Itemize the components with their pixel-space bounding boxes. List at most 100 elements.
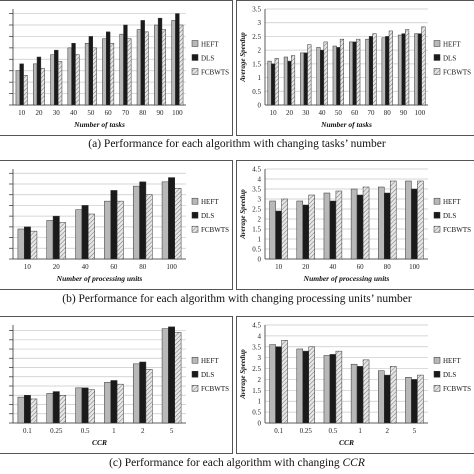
bar-fcbwts-0.25 [308, 346, 315, 424]
x-axis-label: CCR [339, 438, 354, 447]
x-tick-label: 0.1 [23, 427, 32, 435]
bar-fcbwts-40 [323, 41, 328, 106]
bar-dls-60 [356, 194, 364, 260]
bar-dls-0.5 [81, 387, 89, 424]
y-tick-label: 3 [258, 196, 262, 204]
x-tick-label: 2 [386, 427, 390, 435]
x-tick-label: 60 [110, 263, 118, 271]
x-tick-label: 40 [319, 109, 327, 117]
y-tick-label: 4.5 [252, 166, 261, 174]
bar-heft-60 [350, 188, 358, 260]
bar-fcbwts-5 [174, 332, 182, 424]
bar-dls-80 [139, 181, 147, 260]
bar-heft-90 [154, 24, 159, 106]
y-tick-label: 1 [258, 74, 262, 82]
legend-swatch-dls [191, 211, 199, 219]
bar-fcbwts-10 [30, 230, 38, 260]
bar-dls-100 [417, 33, 422, 106]
bar-dls-1 [110, 380, 118, 424]
bar-fcbwts-90 [405, 29, 410, 106]
x-tick-label: 20 [35, 109, 43, 117]
bar-heft-70 [119, 33, 124, 106]
bar-fcbwts-0.1 [281, 339, 288, 424]
bar-dls-5 [168, 326, 176, 424]
x-tick-label: 10 [270, 109, 278, 117]
y-tick-label: 0.5 [252, 409, 261, 417]
bar-heft-70 [365, 38, 370, 106]
bar-heft-50 [332, 45, 337, 106]
y-tick-label: 3.5 [252, 186, 261, 194]
x-tick-label: 80 [139, 263, 147, 271]
bar-heft-100 [414, 33, 419, 106]
y-tick-label: 0.5 [252, 88, 261, 96]
caption-a: (a) Performance for each algorithm with … [0, 138, 474, 150]
bar-fcbwts-100 [174, 188, 182, 260]
bar-heft-10 [267, 60, 272, 106]
x-tick-label: 80 [139, 109, 147, 117]
bar-heft-60 [104, 200, 111, 260]
bar-heft-1 [350, 363, 358, 424]
bar-fcbwts-10 [281, 198, 288, 260]
x-tick-label: 100 [166, 263, 177, 271]
bar-fcbwts-80 [144, 31, 149, 106]
y-tick-label: 2.5 [252, 33, 261, 41]
bar-fcbwts-80 [388, 30, 393, 106]
bar-dls-50 [88, 36, 94, 106]
y-tick-label: 4.5 [252, 322, 261, 330]
x-tick-label: 90 [157, 109, 165, 117]
y-tick-label: 4 [258, 176, 262, 184]
x-tick-label: 70 [122, 109, 130, 117]
bar-dls-60 [105, 31, 111, 106]
bar-heft-1 [104, 382, 111, 424]
bar-fcbwts-40 [88, 213, 95, 260]
chart-panel-b-right: 0 0.5 1 1.5 2 2.5 3 3.5 4 4.5 Average Speedup 10 20 4… [236, 160, 474, 290]
legend-label-fcbwts: FCBWTS [201, 68, 229, 76]
legend-swatch-dls [433, 211, 441, 219]
bar-fcbwts-60 [356, 38, 361, 106]
bar-fcbwts-0.25 [59, 395, 67, 424]
x-tick-label: 100 [172, 109, 183, 117]
caption-c: (c) Performance for each algorithm with … [0, 457, 474, 469]
bar-fcbwts-10 [23, 75, 28, 106]
legend-swatch-fcbwts [433, 68, 441, 75]
chart-a-right: 0 0.5 1 1.5 2 2.5 3 3.5 Average Speedup 10 20 30 40 5… [239, 6, 471, 130]
bar-fcbwts-100 [421, 26, 426, 106]
legend-label-fcbwts: FCBWTS [201, 226, 229, 234]
x-tick-label: 1 [358, 427, 362, 435]
chart-c-right: 0 0.5 1 1.5 2 2.5 3 3.5 4 4.5 Average Speedup 0.1 0.… [239, 322, 471, 448]
y-tick-label: 3.5 [252, 6, 261, 14]
bar-fcbwts-40 [335, 190, 343, 260]
legend-swatch-heft [191, 197, 199, 205]
bar-fcbwts-80 [389, 180, 397, 260]
bar-dls-10 [19, 63, 24, 106]
x-tick-label: 0.25 [50, 427, 63, 435]
bar-dls-60 [352, 41, 357, 106]
legend-label-fcbwts: FCBWTS [201, 385, 229, 393]
bar-heft-40 [316, 47, 321, 106]
bar-heft-50 [84, 43, 90, 106]
bar-dls-40 [329, 200, 337, 260]
legend-label-heft: HEFT [443, 40, 461, 48]
legend-label-dls: DLS [443, 371, 456, 379]
y-tick-label: 2 [258, 47, 262, 55]
bar-heft-60 [102, 38, 107, 106]
bar-dls-20 [52, 215, 60, 260]
bar-heft-40 [323, 192, 331, 260]
legend-swatch-heft [433, 40, 441, 47]
y-tick-label: 2.5 [252, 365, 261, 373]
bar-dls-5 [411, 379, 418, 424]
x-tick-label: 1 [112, 427, 116, 435]
chart-a-left: 10 20 30 40 50 60 70 80 90 100 Number of tasks HEFT… [9, 9, 229, 129]
bar-heft-20 [32, 63, 38, 106]
x-tick-label: 90 [400, 109, 408, 117]
bar-dls-20 [36, 56, 42, 106]
legend-label-dls: DLS [443, 54, 456, 62]
bar-fcbwts-100 [417, 180, 424, 260]
legend-label-fcbwts: FCBWTS [443, 68, 471, 76]
legend-swatch-fcbwts [191, 68, 199, 75]
bar-dls-30 [54, 49, 59, 106]
bar-heft-40 [75, 209, 83, 260]
x-axis-label: Number of tasks [73, 120, 125, 129]
x-tick-label: 40 [70, 109, 78, 117]
bar-dls-80 [140, 20, 145, 106]
